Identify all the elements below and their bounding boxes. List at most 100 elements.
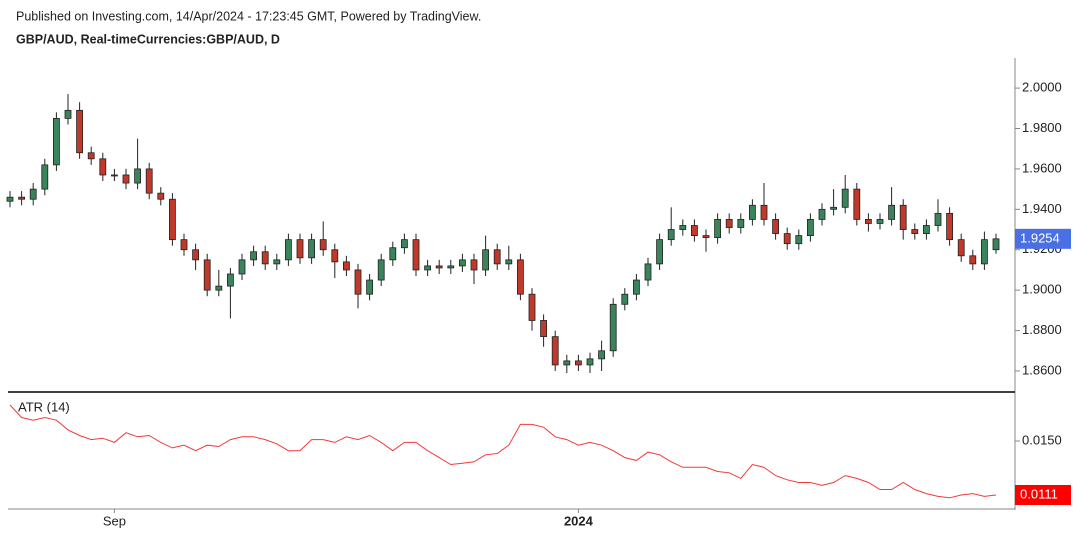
candle-body — [737, 219, 745, 228]
y-tick-label: 1.8600 — [1022, 362, 1062, 377]
candle-body — [633, 279, 640, 295]
y-tick-label: 1.9600 — [1022, 160, 1062, 175]
candle-body — [830, 206, 837, 210]
candle-body — [923, 225, 930, 234]
candle-body — [934, 212, 942, 226]
candle-body — [841, 188, 849, 208]
candle-body — [192, 249, 200, 261]
candle-body — [238, 259, 246, 275]
candle-body — [969, 255, 977, 265]
last-value-box — [1015, 484, 1071, 505]
candle-body — [749, 204, 756, 220]
candle-body — [273, 259, 281, 265]
candle-body — [899, 204, 907, 230]
candle-body — [342, 261, 350, 271]
candle-body — [111, 174, 118, 177]
candle-body — [389, 247, 397, 261]
candle-body — [319, 239, 327, 251]
symbol-title: GBP/AUD, Real-timeCurrencies:GBP/AUD, D — [16, 32, 280, 46]
candle-body — [911, 229, 919, 234]
atr-title: ATR (14) — [18, 399, 70, 414]
candle-body — [157, 192, 165, 200]
candle-body — [528, 293, 536, 321]
candle-body — [679, 225, 687, 230]
candle-body — [296, 239, 304, 259]
y-tick-label: 1.8800 — [1022, 322, 1062, 337]
last-value-label: 0.0111 — [1020, 486, 1058, 501]
candle-body — [250, 251, 258, 261]
candle-body — [505, 259, 513, 265]
candle-body — [168, 198, 176, 241]
candle-body — [888, 204, 895, 220]
candle-body — [64, 109, 72, 119]
y-tick-label: 1.9000 — [1022, 282, 1062, 297]
candle-body — [865, 219, 872, 224]
candle-body — [957, 239, 965, 257]
candle-body — [946, 212, 953, 241]
candle-body — [563, 360, 571, 366]
candle-body — [400, 239, 408, 249]
x-tick-label: Sep — [103, 513, 126, 528]
candle-body — [795, 235, 803, 245]
candle-body — [551, 336, 559, 366]
x-tick-label: 2024 — [564, 513, 594, 528]
candle-body — [493, 249, 501, 265]
candle-body — [714, 219, 721, 239]
candle-body — [540, 320, 547, 338]
candle-body — [656, 239, 663, 265]
candle-body — [482, 249, 490, 271]
candle-body — [876, 219, 884, 224]
candle-body — [575, 360, 582, 366]
candle-body — [215, 285, 223, 291]
candle-body — [807, 219, 814, 236]
candle-body — [783, 233, 791, 245]
candle-body — [261, 251, 269, 265]
candle-body — [41, 164, 49, 190]
candle-body — [760, 204, 768, 220]
candle-body — [586, 358, 594, 366]
candle-body — [424, 265, 432, 271]
candle-body — [29, 188, 37, 200]
candle-body — [99, 158, 107, 176]
candle-body — [53, 117, 60, 166]
candle-body — [598, 350, 605, 360]
candle-body — [853, 188, 861, 220]
y-tick-label: 0.0150 — [1022, 432, 1062, 447]
candle-body — [447, 265, 455, 269]
candle-body — [609, 303, 617, 352]
candle-body — [76, 109, 83, 154]
candle-body — [122, 174, 130, 184]
candle-body — [308, 239, 316, 259]
candle-body — [226, 273, 234, 287]
candle-body — [458, 259, 466, 267]
candle-body — [691, 225, 698, 236]
candle-body — [87, 152, 95, 160]
y-tick-label: 1.9400 — [1022, 201, 1062, 216]
candle-body — [377, 259, 385, 281]
candle-body — [644, 263, 652, 281]
candle-body — [180, 239, 188, 251]
candle-body — [702, 235, 710, 239]
candle-body — [435, 265, 443, 269]
candle-body — [667, 229, 675, 241]
candle-body — [725, 219, 733, 228]
candle-body — [772, 219, 779, 234]
y-tick-label: 1.9800 — [1022, 120, 1062, 135]
candle-body — [6, 196, 14, 202]
atr-line — [9, 404, 997, 499]
candle-body — [517, 259, 524, 295]
candle-body — [366, 279, 374, 295]
last-value-label: 1.9254 — [1020, 230, 1060, 245]
last-value-box — [1015, 228, 1071, 249]
candle-body — [284, 239, 292, 261]
candle-body — [203, 259, 211, 291]
candle-body — [18, 196, 26, 200]
candle-body — [331, 249, 339, 263]
candle-body — [992, 238, 1000, 251]
candle-body — [134, 168, 142, 184]
candle-body — [981, 239, 988, 265]
candle-body — [145, 168, 153, 194]
published-note: Published on Investing.com, 14/Apr/2024 … — [16, 9, 481, 23]
candle-body — [354, 269, 362, 295]
